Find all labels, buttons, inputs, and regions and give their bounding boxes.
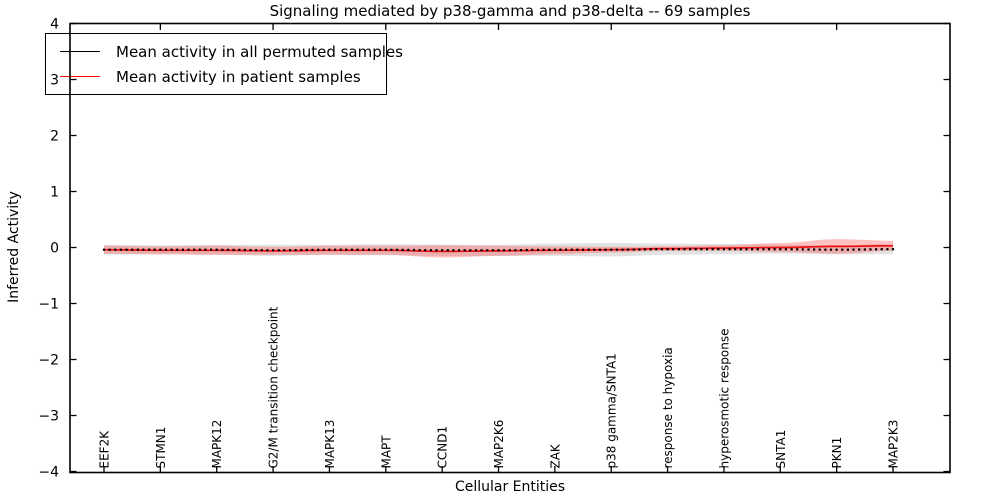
patient-line-sample-icon	[60, 76, 100, 77]
legend-label-permuted: Mean activity in all permuted samples	[116, 42, 403, 61]
legend-label-patient: Mean activity in patient samples	[116, 67, 361, 86]
x-tick-label: MAPT	[379, 435, 393, 469]
x-tick-label: MAPK13	[323, 420, 337, 469]
legend-item-patient: Mean activity in patient samples	[60, 68, 386, 86]
x-tick-label: p38 gamma/SNTA1	[605, 353, 619, 468]
legend-item-permuted: Mean activity in all permuted samples	[60, 43, 403, 61]
x-tick-label: SNTA1	[774, 430, 788, 469]
patient-std-band	[104, 239, 893, 258]
x-tick-label: CCND1	[436, 426, 450, 469]
x-tick-label: EEF2K	[98, 430, 112, 469]
x-tick-label: MAP2K6	[492, 420, 506, 469]
x-tick-label: response to hypoxia	[661, 347, 675, 468]
y-tick-label: 2	[50, 129, 59, 145]
y-tick-label: −2	[38, 353, 59, 369]
y-tick-label: 0	[50, 241, 59, 257]
y-tick-label: 4	[50, 17, 59, 33]
x-tick-label: G2/M transition checkpoint	[267, 306, 281, 468]
legend: Mean activity in all permuted samples Me…	[45, 33, 403, 95]
y-tick-label: 1	[50, 185, 59, 201]
x-tick-label: MAPK12	[210, 420, 224, 469]
x-tick-label: hyperosmotic response	[717, 329, 731, 469]
y-tick-label: −1	[38, 297, 59, 313]
x-axis-title: Cellular Entities	[454, 479, 566, 495]
x-tick-label: STMN1	[154, 427, 168, 469]
chart-title: Signaling mediated by p38-gamma and p38-…	[269, 2, 751, 20]
x-tick-label: ZAK	[548, 443, 562, 468]
permuted-line-sample-icon	[60, 51, 100, 52]
y-axis-title: Inferred Activity	[6, 191, 22, 303]
permuted-mean-markers	[102, 248, 895, 252]
y-tick-label: −3	[38, 409, 59, 425]
x-tick-label: PKN1	[830, 437, 844, 469]
x-tick-label: MAP2K3	[887, 420, 901, 469]
y-tick-label: 3	[50, 73, 59, 89]
y-tick-label: −4	[38, 465, 59, 481]
